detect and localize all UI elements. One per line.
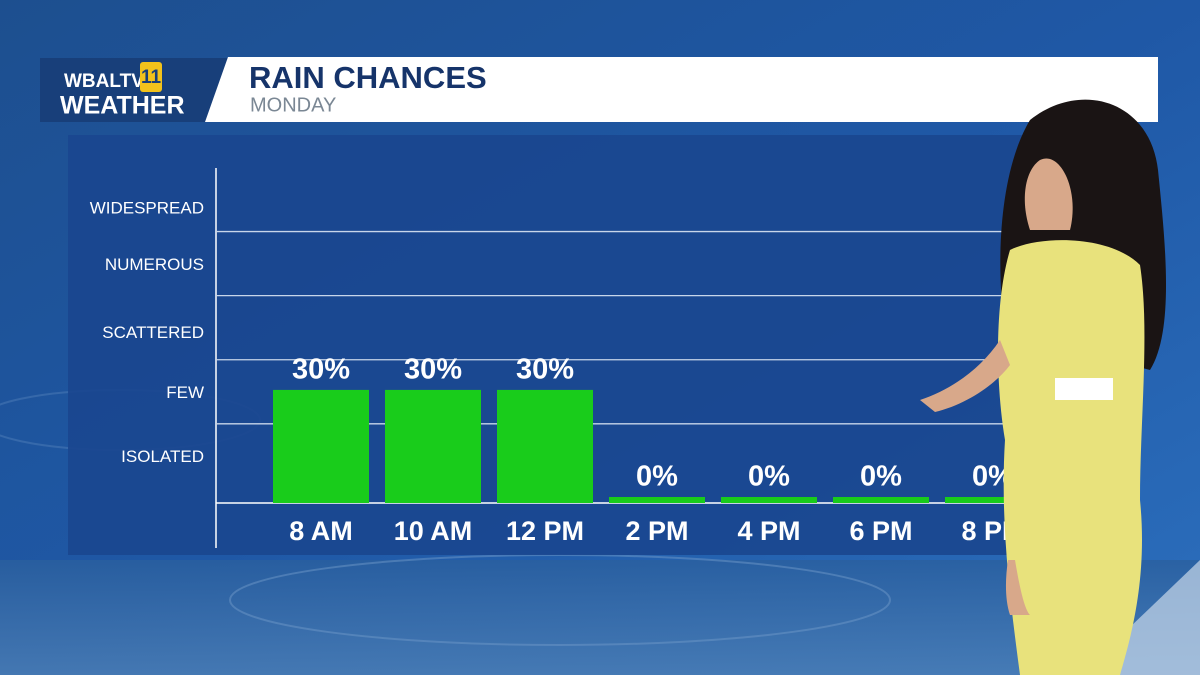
logo-brand: WEATHER [60,92,185,120]
bar [497,389,593,497]
x-tick-label: 12 PM [506,516,584,546]
water-texture [0,560,1200,675]
value-label: 30% [292,354,350,386]
bar-floor [497,497,593,503]
chart-subtitle: MONDAY [250,94,336,116]
y-tick-label: ISOLATED [121,447,204,466]
bar [385,389,481,497]
logo-badge [140,62,162,92]
value-label: 30% [404,354,462,386]
value-label: 0% [860,461,902,493]
bar [273,389,369,497]
bar [945,497,1041,503]
logo-channel: 11 [141,67,162,88]
x-tick-label: 10 AM [394,516,473,546]
value-label: 0% [748,461,790,493]
x-tick-label: 8 AM [289,516,353,546]
x-tick-label: 2 PM [625,516,688,546]
presenter [920,99,1167,675]
logo-station: WBALTV [64,71,144,92]
y-tick-label: SCATTERED [102,323,204,342]
value-label: 0% [636,461,678,493]
bar [609,497,705,503]
value-label: 30% [516,354,574,386]
chart-title: RAIN CHANCES [249,60,487,95]
y-tick-label: WIDESPREAD [90,198,204,217]
header-bar [205,57,1158,122]
bar [833,497,929,503]
y-tick-label: FEW [166,383,204,402]
y-tick-label: NUMEROUS [105,255,204,274]
x-tick-label: 6 PM [849,516,912,546]
bar [721,497,817,503]
bar-floor [385,497,481,503]
bar-floor [273,497,369,503]
x-tick-label: 4 PM [737,516,800,546]
logo-box [40,58,230,122]
